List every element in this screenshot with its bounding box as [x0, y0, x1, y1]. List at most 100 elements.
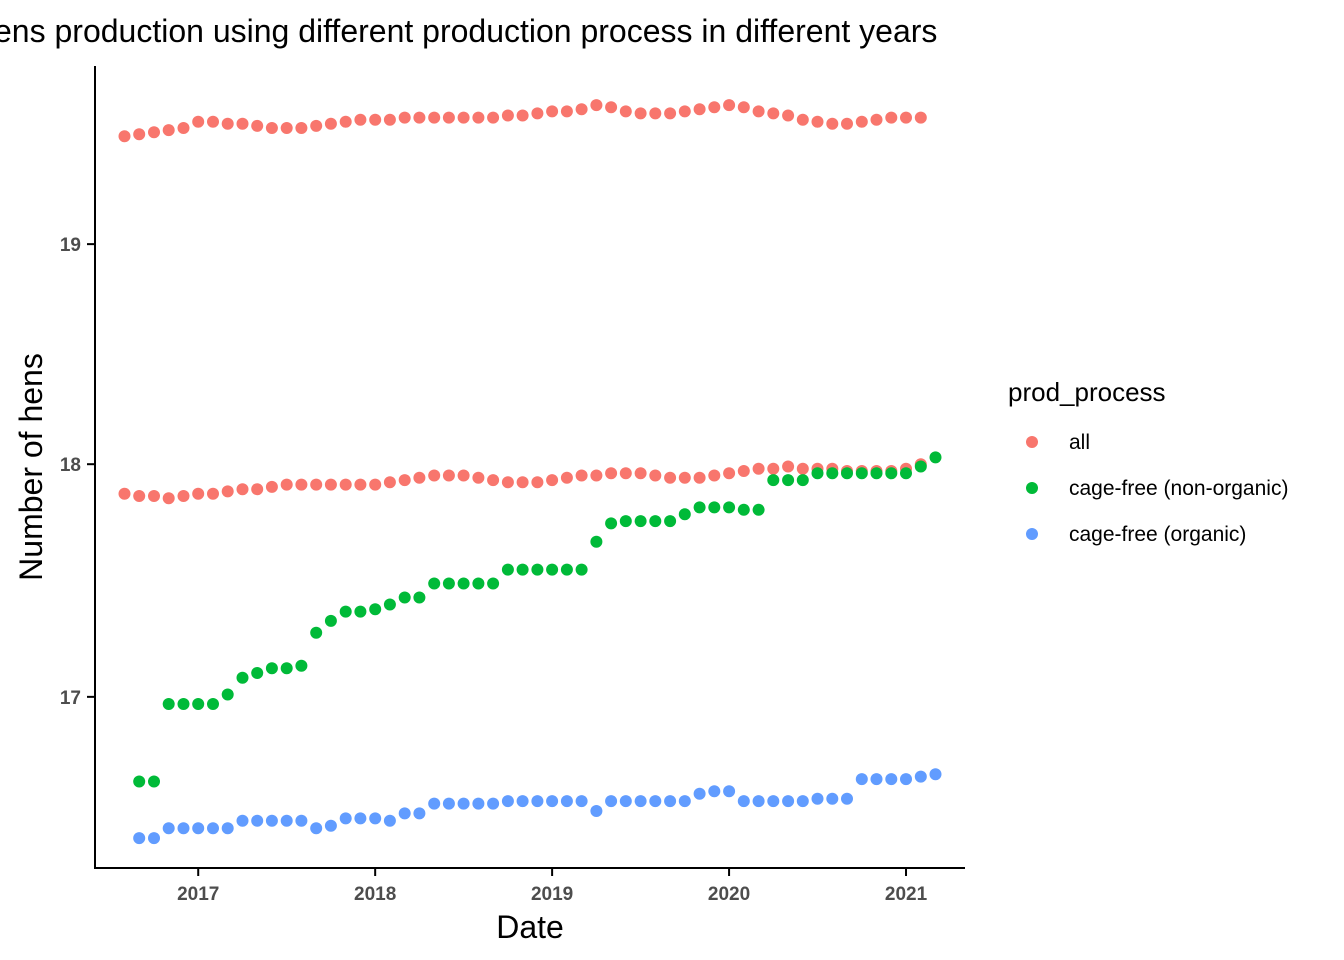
- data-point: [207, 822, 219, 835]
- data-point: [295, 659, 308, 672]
- data-point: [678, 795, 691, 808]
- data-point: [442, 577, 455, 590]
- data-point: [723, 99, 736, 112]
- data-point: [383, 598, 396, 611]
- data-point: [501, 795, 514, 808]
- data-point: [767, 795, 780, 808]
- data-point: [118, 130, 131, 143]
- data-point: [782, 109, 795, 122]
- data-point: [472, 111, 485, 124]
- data-point: [516, 795, 529, 808]
- data-point: [708, 101, 721, 114]
- data-point: [192, 115, 205, 128]
- data-point: [339, 605, 352, 618]
- data-point: [649, 515, 662, 528]
- data-point: [295, 814, 308, 827]
- data-point: [826, 792, 839, 805]
- data-point: [177, 822, 190, 835]
- legend: prod_process all cage-free (non-organic) c…: [1008, 377, 1288, 546]
- data-point: [339, 812, 352, 825]
- data-point: [767, 474, 780, 487]
- data-point: [560, 563, 573, 576]
- data-point: [339, 115, 352, 128]
- data-point: [678, 471, 691, 484]
- data-point: [546, 563, 559, 576]
- y-tick-label: 19: [60, 235, 81, 256]
- data-point: [280, 122, 293, 134]
- data-point: [265, 122, 278, 134]
- data-point: [148, 126, 160, 139]
- data-point: [885, 773, 898, 786]
- data-point: [619, 105, 632, 118]
- chart-title: ens production using different productio…: [0, 13, 937, 49]
- data-point: [457, 577, 470, 590]
- data-point: [752, 462, 765, 475]
- data-point: [265, 814, 278, 827]
- data-point: [826, 117, 839, 130]
- x-tick-label: 2019: [531, 884, 573, 905]
- data-point: [531, 107, 544, 120]
- data-point: [118, 487, 131, 500]
- data-point: [782, 474, 795, 487]
- data-point: [546, 795, 559, 808]
- data-point: [782, 795, 795, 808]
- data-point: [354, 605, 367, 618]
- data-point: [133, 775, 146, 788]
- data-point: [619, 795, 632, 808]
- data-point: [531, 476, 544, 489]
- x-tick-label: 2017: [177, 884, 219, 905]
- data-point: [531, 563, 544, 576]
- x-axis-title: Date: [496, 909, 564, 945]
- data-point: [900, 467, 912, 480]
- data-point: [192, 487, 205, 500]
- data-point: [369, 113, 382, 126]
- data-point: [133, 128, 146, 141]
- data-point: [634, 107, 647, 120]
- legend-title: prod_process: [1008, 377, 1166, 407]
- data-point: [752, 503, 765, 516]
- data-point: [310, 119, 323, 132]
- data-point: [398, 807, 411, 820]
- legend-key: [1026, 482, 1038, 494]
- data-point: [678, 105, 691, 118]
- legend-key: [1026, 436, 1038, 448]
- data-point: [693, 501, 706, 514]
- data-point: [752, 795, 765, 808]
- data-point: [752, 105, 765, 118]
- data-point: [841, 467, 853, 480]
- data-point: [767, 462, 780, 475]
- data-point: [767, 107, 780, 120]
- data-point: [708, 501, 721, 514]
- data-point: [280, 662, 293, 675]
- data-point: [914, 111, 927, 124]
- data-point: [148, 832, 160, 845]
- data-point: [723, 501, 736, 514]
- data-point: [413, 807, 426, 820]
- data-point: [487, 111, 500, 124]
- data-point: [236, 483, 249, 496]
- data-point: [605, 467, 618, 480]
- data-point: [782, 460, 795, 473]
- data-point: [649, 795, 662, 808]
- data-point: [811, 467, 824, 480]
- data-point: [413, 591, 426, 604]
- data-point: [590, 469, 603, 482]
- data-point: [236, 814, 249, 827]
- data-point: [133, 490, 146, 502]
- data-point: [310, 626, 323, 639]
- data-point: [531, 795, 544, 808]
- y-axis-ticks: 17 18 19: [60, 235, 95, 709]
- data-point: [634, 467, 647, 480]
- data-point: [796, 474, 809, 487]
- data-point: [914, 460, 927, 473]
- data-point: [442, 111, 455, 124]
- data-point: [265, 480, 278, 493]
- data-point: [855, 773, 868, 786]
- data-point: [472, 471, 485, 484]
- data-point: [207, 698, 219, 710]
- data-point: [590, 805, 603, 817]
- data-point: [900, 111, 912, 124]
- data-point: [251, 667, 264, 679]
- legend-key: [1026, 528, 1038, 540]
- data-point: [457, 469, 470, 482]
